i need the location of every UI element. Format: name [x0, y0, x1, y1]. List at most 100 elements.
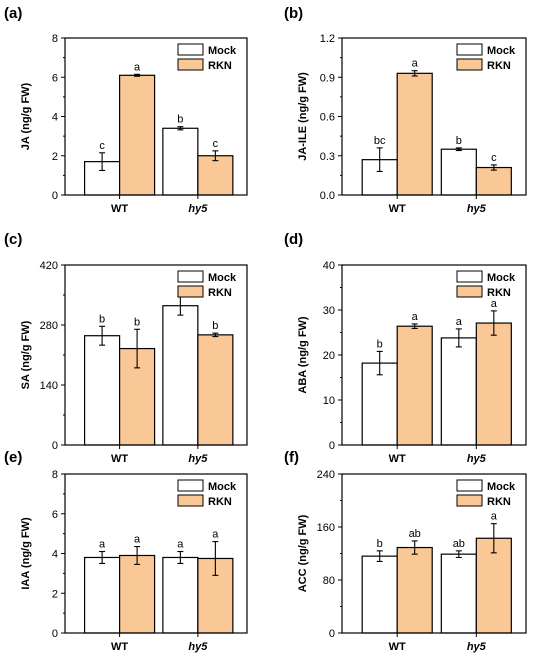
- significance-letter: b: [377, 538, 383, 550]
- bar-mock-hy5: [162, 127, 199, 196]
- bar-rkn-hy5: [475, 166, 512, 196]
- bar-rkn-wt: [396, 325, 433, 446]
- bar-rkn-wt: [118, 554, 156, 634]
- significance-letter: a: [177, 539, 184, 551]
- plot-frame: [64, 37, 248, 196]
- significance-letter: ab: [409, 528, 421, 540]
- panel-label: (e): [4, 449, 22, 466]
- legend-swatch-rkn: [177, 58, 204, 71]
- y-tick-label: 8: [52, 33, 58, 45]
- chart-panel-6: (f) b ab WT ab a hy5 0 80 160 240 ACC (ng/g FW) Mock…: [284, 449, 527, 653]
- chart-panel-5: (e) a a WT a a hy5 0 2 4 6 8 IAA (ng/g FW) Mock RKN: [4, 449, 248, 653]
- y-tick-label: 30: [323, 305, 335, 317]
- y-tick-label: 0: [329, 440, 335, 452]
- y-tick-label: 0: [52, 628, 58, 640]
- y-axis-label: JA-ILE (ng/g FW): [297, 72, 309, 161]
- plot-frame: [64, 473, 248, 634]
- legend-swatch-rkn: [456, 494, 483, 507]
- y-axis-label: ABA (ng/g FW): [297, 316, 309, 394]
- x-tick-label: hy5: [467, 203, 487, 215]
- bar-mock-wt: [83, 556, 121, 634]
- significance-letter: a: [412, 311, 419, 323]
- significance-letter: b: [177, 114, 183, 126]
- significance-letter: b: [456, 135, 462, 147]
- x-tick-label: hy5: [188, 453, 208, 465]
- bar-rkn-wt: [396, 72, 433, 196]
- significance-letter: a: [134, 534, 141, 546]
- x-tick-label: WT: [111, 641, 128, 653]
- legend-label-mock: Mock: [208, 272, 237, 284]
- legend-swatch-rkn: [456, 58, 483, 71]
- bar-rkn-hy5: [475, 322, 512, 446]
- chart-panel-4: (d) b a WT a a hy5 0 10 20 30 40 ABA (ng/g FW) Mock RK…: [284, 231, 527, 465]
- y-tick-label: 6: [52, 72, 58, 84]
- panel-label: (c): [4, 231, 22, 248]
- panel-label: (b): [284, 5, 303, 22]
- bar-rkn-wt: [396, 546, 433, 634]
- y-tick-label: 2: [52, 588, 58, 600]
- x-tick-label: WT: [389, 641, 406, 653]
- legend-label-rkn: RKN: [208, 287, 232, 299]
- bar-mock-hy5: [440, 553, 477, 634]
- legend-label-mock: Mock: [487, 45, 516, 57]
- y-tick-label: 10: [323, 395, 335, 407]
- significance-letter: a: [99, 539, 106, 551]
- legend-swatch-mock: [456, 270, 483, 283]
- legend-swatch-rkn: [177, 285, 204, 298]
- y-tick-label: 8: [52, 469, 58, 481]
- bar-mock-hy5: [162, 556, 199, 634]
- bar-rkn-hy5: [197, 155, 234, 196]
- significance-letter: b: [212, 320, 218, 332]
- legend-swatch-mock: [456, 479, 483, 492]
- legend-swatch-mock: [177, 43, 204, 56]
- legend-label-rkn: RKN: [487, 496, 511, 508]
- y-tick-label: 4: [52, 549, 58, 561]
- y-tick-label: 80: [323, 575, 335, 587]
- significance-letter: a: [491, 298, 498, 310]
- legend-label-rkn: RKN: [487, 60, 511, 72]
- bar-mock-wt: [361, 362, 398, 446]
- x-tick-label: WT: [111, 453, 128, 465]
- legend-swatch-mock: [456, 43, 483, 56]
- y-tick-label: 420: [40, 260, 58, 272]
- significance-letter: a: [456, 316, 463, 328]
- y-tick-label: 0: [52, 190, 58, 202]
- x-tick-label: WT: [389, 453, 406, 465]
- y-tick-label: 6: [52, 509, 58, 521]
- significance-letter: a: [491, 511, 498, 523]
- y-tick-label: 240: [317, 469, 335, 481]
- legend-label-mock: Mock: [487, 272, 516, 284]
- y-tick-label: 0.9: [320, 72, 335, 84]
- bar-rkn-hy5: [197, 334, 234, 446]
- significance-letter: a: [212, 529, 219, 541]
- x-tick-label: hy5: [188, 203, 208, 215]
- plot-frame: [341, 473, 527, 634]
- y-tick-label: 2: [52, 151, 58, 163]
- significance-letter: a: [134, 61, 141, 73]
- x-tick-label: hy5: [467, 453, 487, 465]
- y-axis-label: JA (ng/g FW): [20, 82, 32, 150]
- x-tick-label: hy5: [467, 641, 487, 653]
- legend-label-mock: Mock: [487, 481, 516, 493]
- bar-mock-wt: [361, 555, 398, 634]
- significance-letter: b: [99, 313, 105, 325]
- legend-swatch-rkn: [456, 285, 483, 298]
- significance-letter: b: [134, 316, 140, 328]
- significance-letter: c: [213, 138, 219, 150]
- y-tick-label: 0: [52, 440, 58, 452]
- bar-mock-wt: [83, 335, 121, 446]
- plot-frame: [64, 264, 248, 446]
- panel-label: (d): [284, 231, 303, 248]
- significance-letter: a: [412, 58, 419, 70]
- x-tick-label: WT: [111, 203, 128, 215]
- significance-letter: c: [99, 140, 105, 152]
- significance-letter: bc: [374, 135, 386, 147]
- y-tick-label: 0.3: [320, 151, 335, 163]
- bar-mock-hy5: [440, 148, 477, 196]
- bar-mock-hy5: [440, 337, 477, 446]
- y-tick-label: 20: [323, 350, 335, 362]
- y-axis-label: IAA (ng/g FW): [20, 517, 32, 590]
- chart-panel-1: (a) c a WT b c hy5 0 2 4 6 8 JA (ng/g FW) Mock RKN: [4, 5, 248, 215]
- significance-letter: b: [377, 338, 383, 350]
